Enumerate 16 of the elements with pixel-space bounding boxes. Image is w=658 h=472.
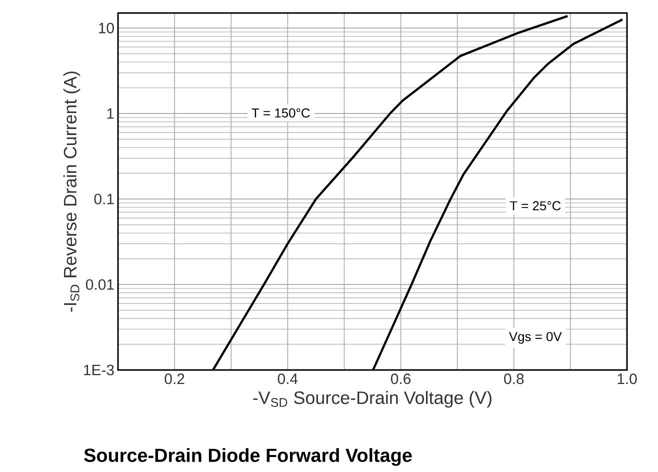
annotation: T = 150°C	[252, 108, 310, 118]
y-tick-label: 10	[99, 22, 114, 34]
text: Source-Drain Diode Forward Voltage	[84, 448, 412, 466]
y-tick-label: 1	[107, 108, 114, 119]
annotation: Vgs = 0V	[508, 332, 562, 344]
y-tick-label: 0.01	[86, 279, 114, 290]
x-tick-label: 0.6	[390, 374, 411, 384]
annotation: T = 25°C	[510, 201, 561, 210]
x-tick-label: 1.0	[618, 374, 637, 384]
x-tick-label: 0.8	[504, 374, 524, 384]
x-tick-label: 0.2	[164, 374, 184, 384]
y-tick-label: 0.1	[94, 194, 114, 204]
y-tick-label: 1E-3	[84, 364, 114, 376]
x-axis-title: -V$_{SD}$ Source-Drain Voltage (V)	[253, 390, 492, 408]
x-tick-label: 0.4	[278, 374, 298, 384]
y-axis-title: -I$_{SD}$ Reverse Drain Current (A)	[63, 72, 80, 312]
